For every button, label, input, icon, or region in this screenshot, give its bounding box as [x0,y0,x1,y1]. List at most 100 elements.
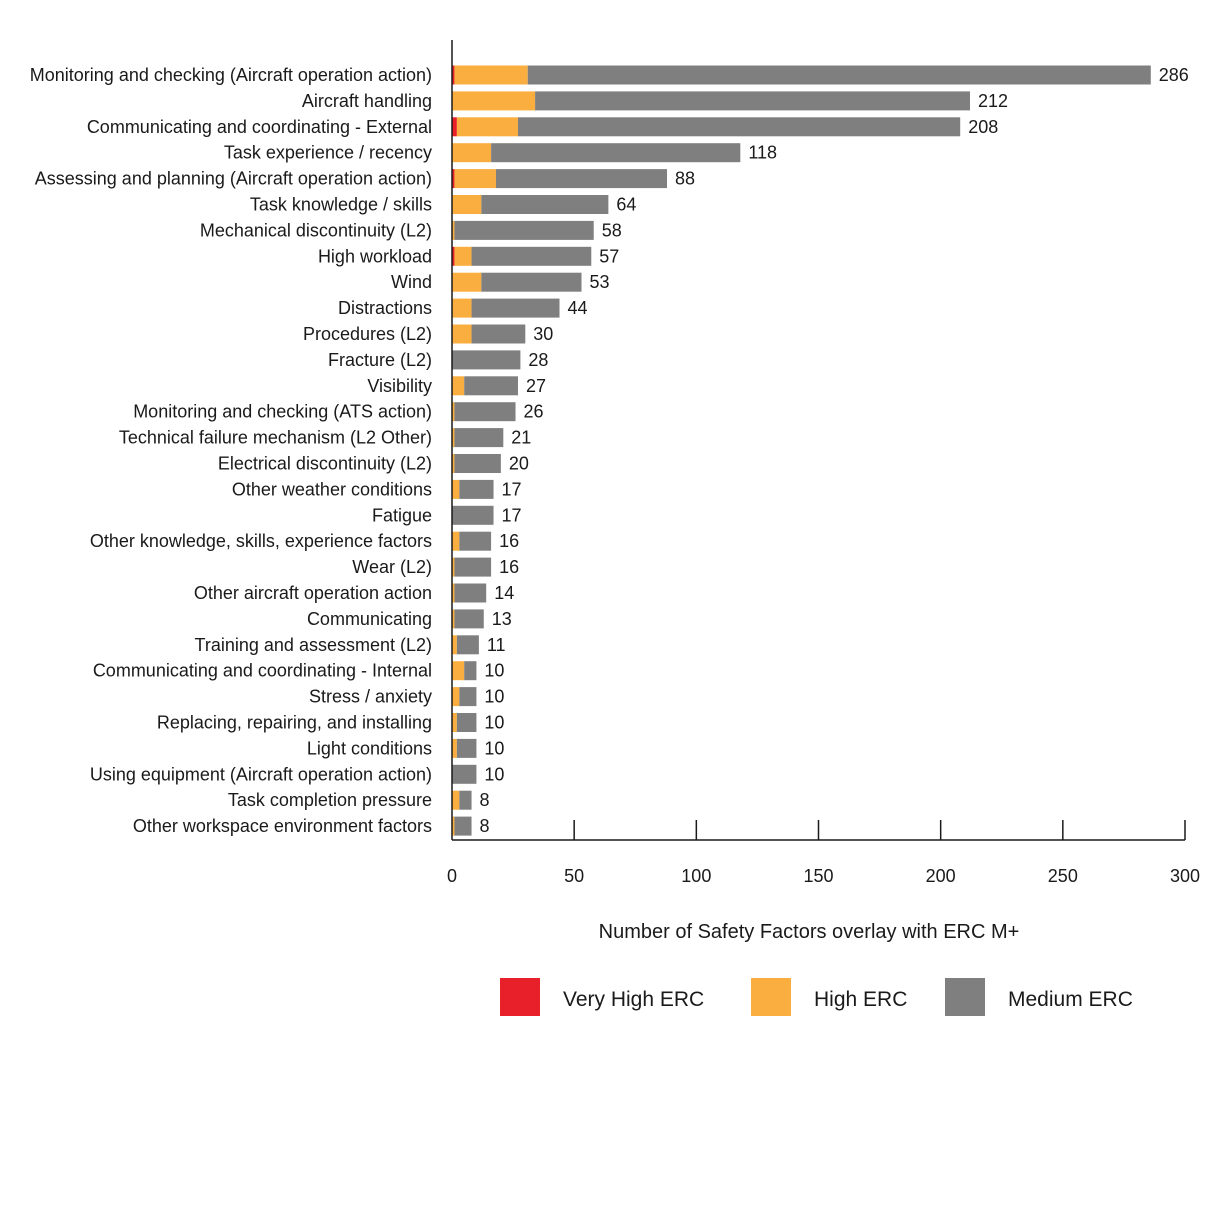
category-label-visibility: Visibility [367,376,432,396]
data-label-training-and-assessment-l2: 11 [487,635,506,655]
legend-label-medium-erc: Medium ERC [1008,988,1133,1011]
bar-medium-erc-monitoring-and-checking-aircraft-operation-action [527,65,1151,85]
bar-high-erc-wear-l2 [452,557,455,577]
data-label-light-conditions: 10 [484,738,504,758]
bar-medium-erc-assessing-and-planning-aircraft-operation-action [495,169,668,189]
bar-medium-erc-using-equipment-aircraft-operation-action [452,764,477,784]
category-label-communicating: Communicating [307,609,432,629]
legend-swatch-very-high-erc [500,978,540,1016]
category-label-technical-failure-mechanism-l2-other: Technical failure mechanism (L2 Other) [119,428,432,448]
category-label-electrical-discontinuity-l2: Electrical discontinuity (L2) [218,454,432,474]
legend-label-very-high-erc: Very High ERC [563,988,704,1011]
bar-medium-erc-task-completion-pressure [459,790,472,810]
category-label-distractions: Distractions [338,298,432,318]
bar-medium-erc-wind [481,272,582,292]
bar-medium-erc-electrical-discontinuity-l2 [454,454,501,473]
bar-medium-erc-distractions [471,298,560,318]
category-label-other-workspace-environment-factors: Other workspace environment factors [133,816,432,836]
bar-high-erc-procedures-l2 [452,324,472,344]
data-label-task-experience-recency: 118 [748,143,777,163]
bar-high-erc-assessing-and-planning-aircraft-operation-action [454,169,496,189]
bar-high-erc-distractions [452,298,472,318]
legend-swatch-medium-erc [945,978,985,1016]
category-label-replacing-repairing-and-installing: Replacing, repairing, and installing [157,713,432,733]
bar-high-erc-task-experience-recency [452,143,492,163]
category-label-light-conditions: Light conditions [307,738,432,758]
bar-high-erc-visibility [452,376,465,396]
bar-high-erc-other-weather-conditions [452,479,460,499]
category-label-monitoring-and-checking-aircraft-operation-action: Monitoring and checking (Aircraft operat… [30,65,432,85]
bar-medium-erc-communicating-and-coordinating-internal [464,661,477,681]
x-tick-label-100: 100 [681,866,711,886]
bar-medium-erc-task-knowledge-skills [481,195,609,214]
bar-high-erc-monitoring-and-checking-aircraft-operation-action [454,65,528,85]
x-tick-label-200: 200 [926,866,956,886]
bar-medium-erc-other-aircraft-operation-action [454,583,487,603]
category-label-other-knowledge-skills-experience-factors: Other knowledge, skills, experience fact… [90,531,432,551]
category-label-fatigue: Fatigue [372,505,432,525]
bar-medium-erc-monitoring-and-checking-ats-action [454,402,516,422]
bar-high-erc-high-workload [454,246,472,266]
bar-medium-erc-wear-l2 [454,557,492,577]
bar-high-erc-wind [452,272,482,292]
bar-medium-erc-technical-failure-mechanism-l2-other [454,428,504,448]
data-label-fracture-l2: 28 [528,350,548,370]
bar-medium-erc-aircraft-handling [535,91,970,111]
bar-medium-erc-procedures-l2 [471,324,526,344]
bar-medium-erc-communicating-and-coordinating-external [517,117,961,137]
data-label-communicating-and-coordinating-internal: 10 [484,661,504,681]
bar-high-erc-communicating-and-coordinating-internal [452,661,465,681]
bar-medium-erc-mechanical-discontinuity-l2 [454,220,594,240]
category-label-task-experience-recency: Task experience / recency [224,143,432,163]
category-label-procedures-l2: Procedures (L2) [303,324,432,344]
category-label-fracture-l2: Fracture (L2) [328,350,432,370]
data-label-mechanical-discontinuity-l2: 58 [602,220,622,240]
bar-high-erc-other-knowledge-skills-experience-factors [452,531,460,551]
data-label-other-workspace-environment-factors: 8 [480,816,490,836]
bar-medium-erc-other-weather-conditions [459,479,494,499]
category-label-other-weather-conditions: Other weather conditions [232,479,432,499]
bar-medium-erc-visibility [464,376,518,396]
bar-very-high-erc-communicating-and-coordinating-external [452,117,457,137]
category-label-using-equipment-aircraft-operation-action: Using equipment (Aircraft operation acti… [90,764,432,784]
category-label-wear-l2: Wear (L2) [352,557,432,577]
data-label-replacing-repairing-and-installing: 10 [484,713,504,733]
data-label-using-equipment-aircraft-operation-action: 10 [484,764,504,784]
category-label-assessing-and-planning-aircraft-operation-action: Assessing and planning (Aircraft operati… [35,169,432,189]
category-label-task-completion-pressure: Task completion pressure [228,790,432,810]
bar-high-erc-light-conditions [452,738,457,758]
category-label-stress-anxiety: Stress / anxiety [309,687,432,707]
bar-high-erc-task-knowledge-skills [452,195,482,214]
bar-high-erc-technical-failure-mechanism-l2-other [452,428,455,448]
data-label-other-aircraft-operation-action: 14 [494,583,514,603]
bar-high-erc-communicating-and-coordinating-external [456,117,518,137]
data-label-other-knowledge-skills-experience-factors: 16 [499,531,519,551]
x-axis-ticks: 0 50 100 150 200 250 300 [447,820,1200,886]
bar-high-erc-communicating [452,609,455,629]
data-label-technical-failure-mechanism-l2-other: 21 [511,428,531,448]
data-label-procedures-l2: 30 [533,324,553,344]
data-label-task-knowledge-skills: 64 [616,195,636,215]
data-label-fatigue: 17 [502,505,522,525]
bar-high-erc-mechanical-discontinuity-l2 [452,220,455,240]
data-label-electrical-discontinuity-l2: 20 [509,454,529,474]
legend-swatch-high-erc [751,978,791,1016]
bar-high-erc-training-and-assessment-l2 [452,635,457,655]
bar-medium-erc-other-workspace-environment-factors [454,816,472,836]
bar-very-high-erc-monitoring-and-checking-aircraft-operation-action [452,65,455,85]
bars-group [452,65,1151,836]
data-label-aircraft-handling: 212 [978,91,1008,111]
category-label-other-aircraft-operation-action: Other aircraft operation action [194,583,432,603]
bar-high-erc-other-aircraft-operation-action [452,583,455,603]
bar-medium-erc-communicating [454,609,484,629]
x-tick-label-300: 300 [1170,866,1200,886]
data-label-wear-l2: 16 [499,557,519,577]
category-label-high-workload: High workload [318,246,432,266]
x-tick-label-150: 150 [803,866,833,886]
bar-medium-erc-fatigue [452,505,494,525]
data-label-monitoring-and-checking-ats-action: 26 [524,402,544,422]
data-label-visibility: 27 [526,376,546,396]
category-label-mechanical-discontinuity-l2: Mechanical discontinuity (L2) [200,220,432,240]
bar-high-erc-task-completion-pressure [452,790,460,810]
